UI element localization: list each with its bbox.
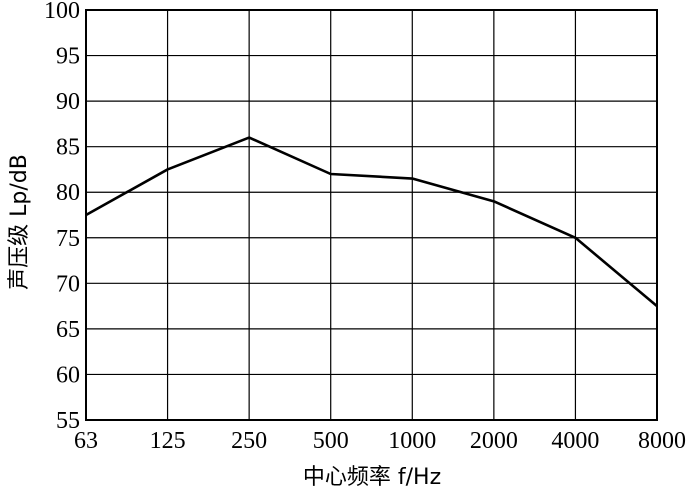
x-tick-label-1: 125 xyxy=(150,428,186,454)
x-axis-label: 中心频率 f/Hz xyxy=(303,465,441,490)
series-line xyxy=(85,136,658,308)
x-tick-label-5: 2000 xyxy=(470,428,518,454)
y-tick-label-3: 70 xyxy=(56,271,80,297)
x-tick-labels: 63 125 250 500 1000 2000 4000 8000 xyxy=(74,428,686,454)
y-tick-label-7: 90 xyxy=(56,89,80,115)
plot-frame xyxy=(85,9,658,421)
y-tick-label-1: 60 xyxy=(56,362,80,388)
y-tick-label-2: 65 xyxy=(56,317,80,343)
x-tick-label-6: 4000 xyxy=(551,428,599,454)
y-tick-label-4: 75 xyxy=(56,226,80,252)
y-tick-label-5: 80 xyxy=(56,180,80,206)
y-tick-label-9: 100 xyxy=(44,0,80,24)
y-tick-labels: 55 60 65 70 75 80 85 90 95 100 xyxy=(44,0,80,434)
y-tick-label-6: 85 xyxy=(56,135,80,161)
x-tick-label-3: 500 xyxy=(313,428,349,454)
x-tick-label-0: 63 xyxy=(74,428,98,454)
x-tick-label-2: 250 xyxy=(231,428,267,454)
y-tick-label-0: 55 xyxy=(56,408,80,434)
x-tick-label-7: 8000 xyxy=(638,428,686,454)
grid-lines xyxy=(85,9,658,421)
y-axis-label: 声压级 Lp/dB xyxy=(7,154,32,290)
x-tick-label-4: 1000 xyxy=(388,428,436,454)
y-tick-label-8: 95 xyxy=(56,44,80,70)
